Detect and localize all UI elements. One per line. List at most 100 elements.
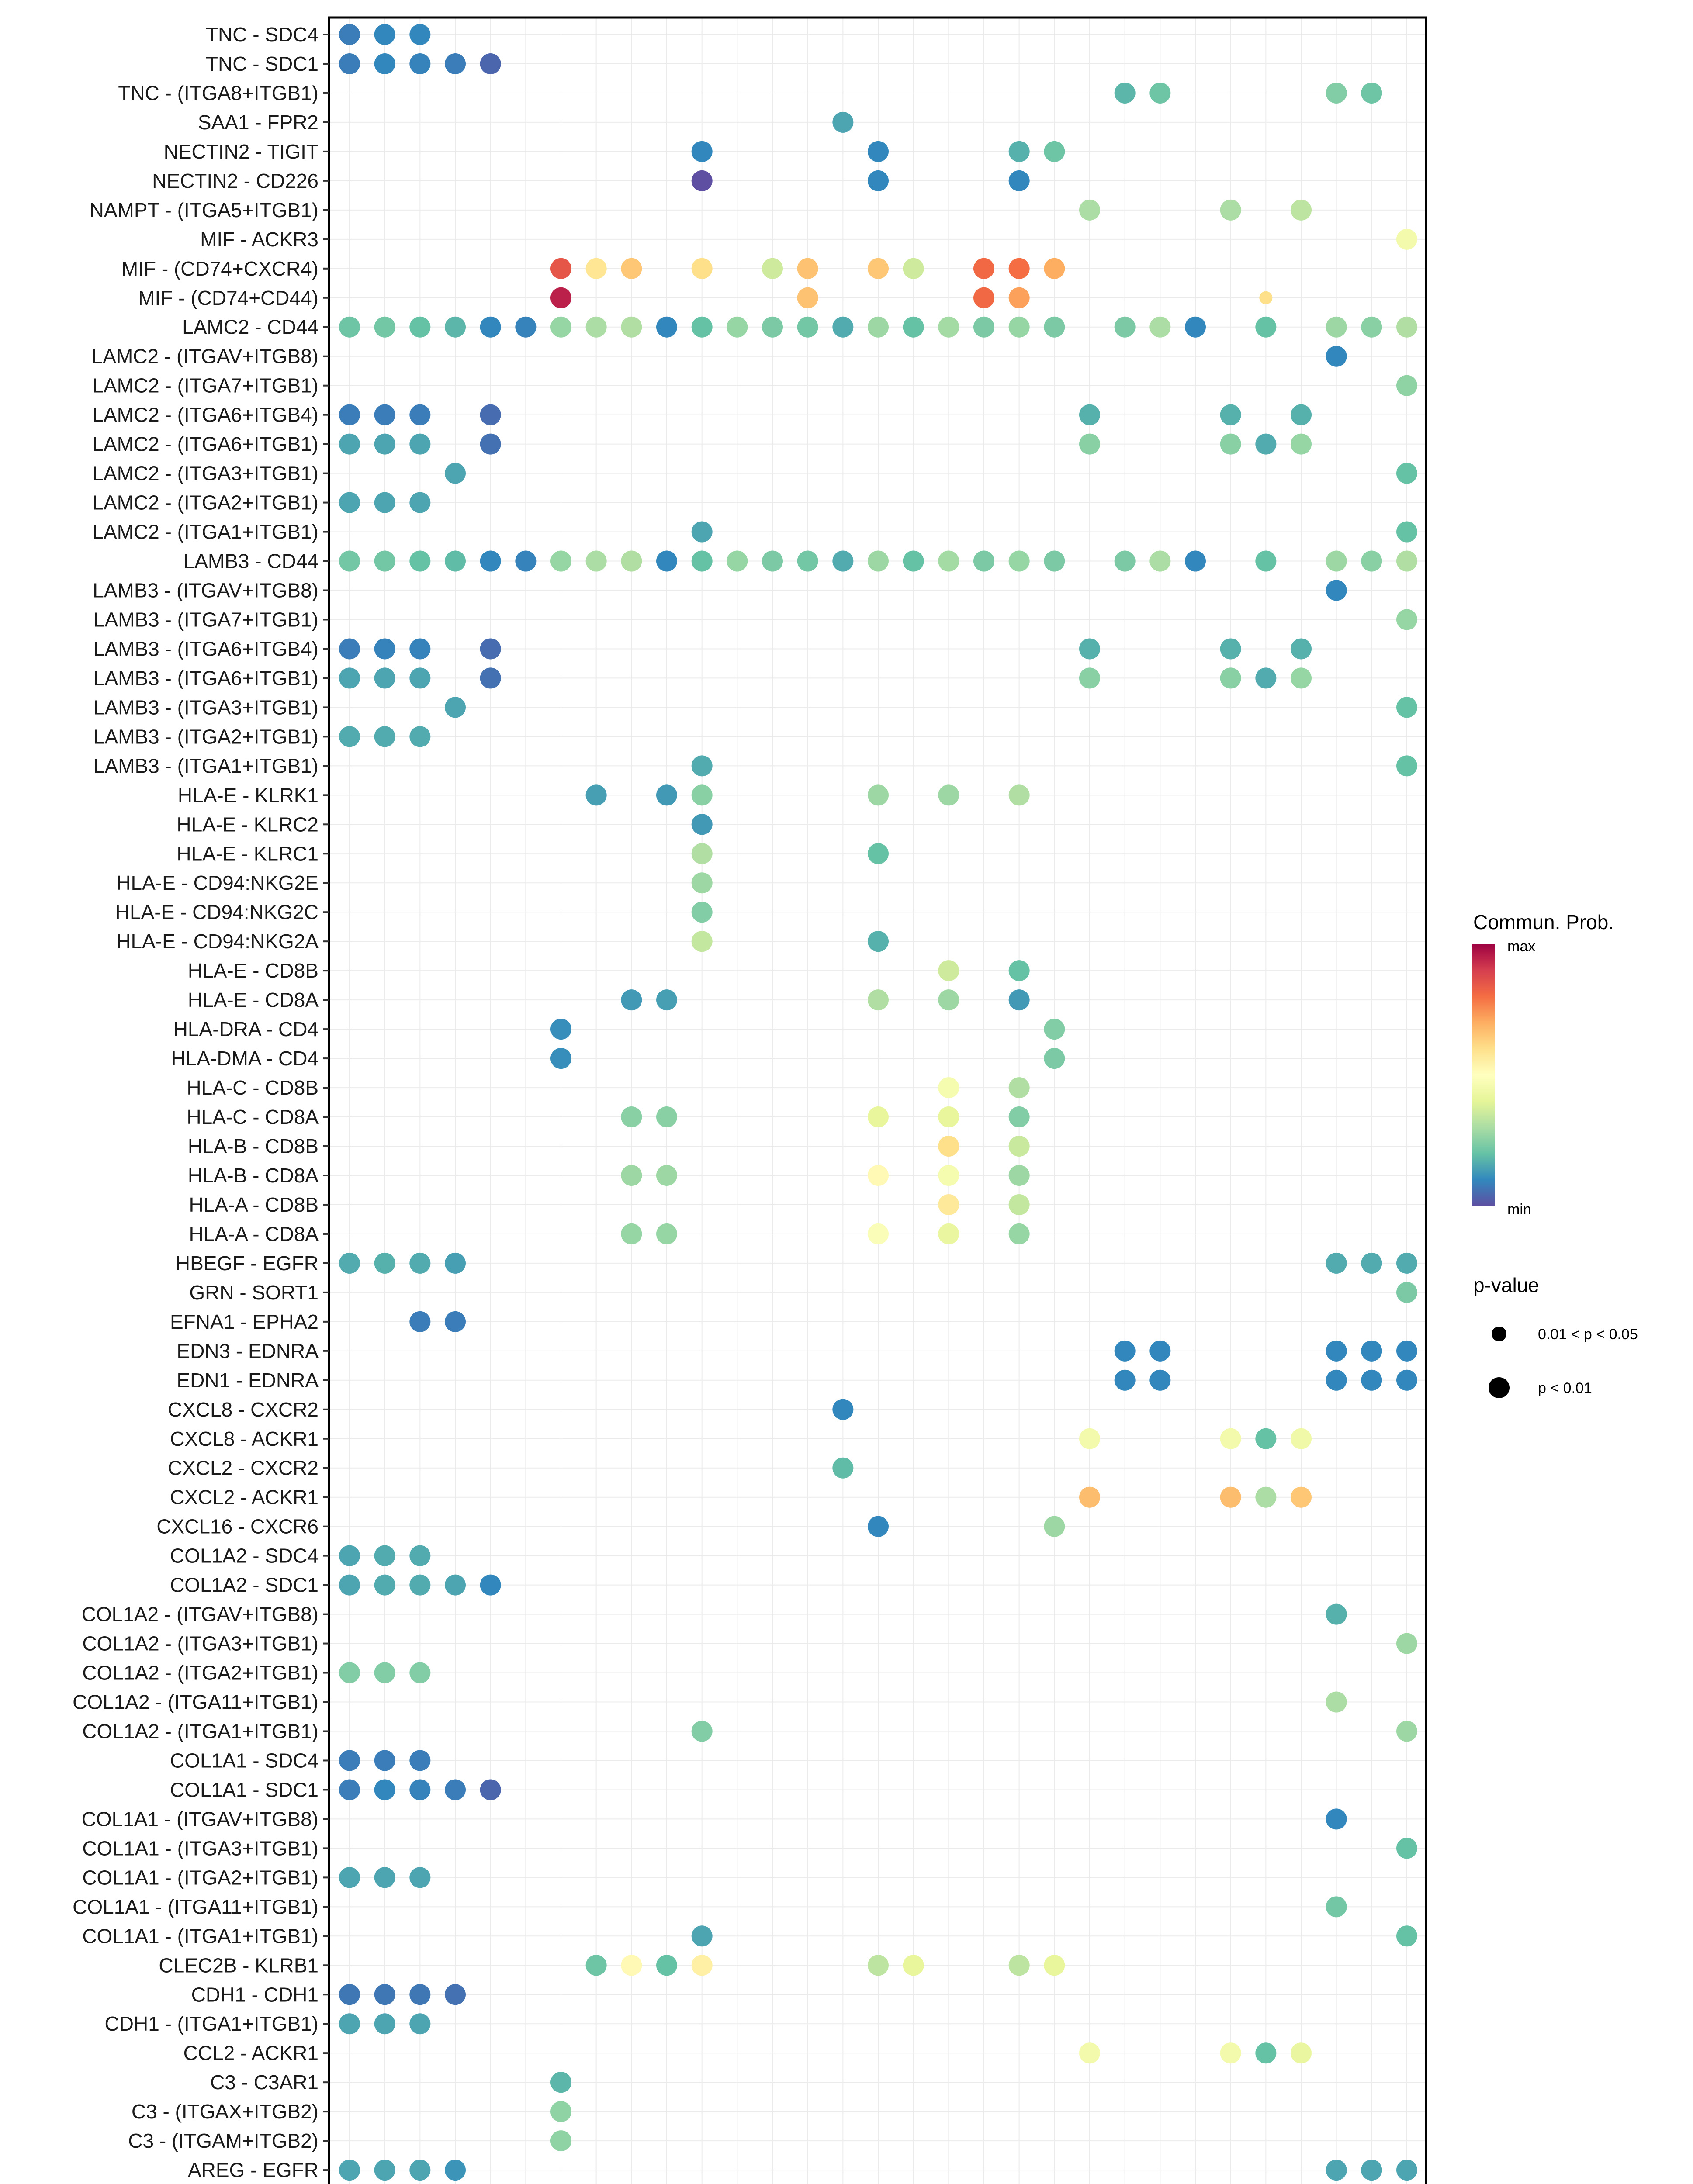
y-tick-label: HBEGF - EGFR	[176, 1252, 319, 1275]
data-point	[374, 316, 395, 338]
data-point	[691, 521, 713, 543]
data-point	[409, 316, 431, 338]
y-tick-label: HLA-A - CD8A	[189, 1223, 319, 1245]
data-point	[868, 141, 889, 162]
data-point	[1396, 463, 1417, 484]
data-point	[1008, 258, 1030, 279]
data-point	[409, 492, 431, 513]
y-tick-label: COL1A2 - (ITGA11+ITGB1)	[73, 1691, 319, 1714]
y-tick-label: COL1A1 - (ITGA3+ITGB1)	[82, 1837, 319, 1859]
y-tick-label: LAMB3 - (ITGAV+ITGB8)	[93, 579, 319, 602]
data-point	[1396, 2160, 1417, 2181]
data-point	[339, 2013, 360, 2035]
data-point	[938, 550, 959, 572]
data-point	[1396, 697, 1417, 718]
data-point	[691, 316, 713, 338]
data-point	[339, 433, 360, 455]
data-point	[409, 1750, 431, 1771]
data-point	[1079, 199, 1100, 221]
y-tick-label: HLA-E - CD94:NKG2C	[115, 901, 319, 923]
data-point	[621, 1955, 642, 1976]
y-tick-label: EDN1 - EDNRA	[177, 1369, 319, 1392]
data-point	[938, 960, 959, 981]
data-point	[832, 1399, 854, 1420]
data-point	[938, 784, 959, 806]
data-point	[550, 2130, 571, 2152]
data-point	[585, 1955, 607, 1976]
data-point	[1259, 291, 1273, 304]
data-point	[1396, 755, 1417, 777]
data-point	[1114, 550, 1136, 572]
y-tick-label: COL1A1 - (ITGAV+ITGB8)	[82, 1807, 319, 1830]
data-point	[1044, 1955, 1065, 1976]
data-point	[374, 404, 395, 425]
y-tick-label: NECTIN2 - TIGIT	[164, 140, 319, 163]
data-point	[656, 784, 677, 806]
data-point	[409, 2013, 431, 2035]
data-point	[1291, 667, 1312, 689]
color-legend-title: Commun. Prob.	[1473, 911, 1614, 933]
data-point	[691, 1721, 713, 1742]
y-tick-label: LAMC2 - (ITGA7+ITGB1)	[92, 374, 319, 397]
data-point	[339, 1750, 360, 1771]
data-point	[1220, 199, 1241, 221]
data-point	[1326, 316, 1347, 338]
data-point	[1291, 638, 1312, 660]
data-point	[832, 111, 854, 133]
data-point	[1044, 1019, 1065, 1040]
data-point	[868, 1106, 889, 1128]
data-point	[1044, 316, 1065, 338]
y-tick-label: HLA-E - KLRK1	[178, 784, 319, 806]
y-tick-label: CXCL2 - CXCR2	[168, 1457, 319, 1479]
data-point	[1255, 2042, 1277, 2064]
data-point	[621, 1165, 642, 1186]
data-point	[1220, 667, 1241, 689]
data-point	[691, 1925, 713, 1947]
y-tick-label: COL1A2 - SDC1	[170, 1574, 319, 1597]
data-point	[1396, 1252, 1417, 1274]
y-tick-label: LAMB3 - (ITGA2+ITGB1)	[93, 725, 319, 748]
data-point	[409, 1984, 431, 2005]
data-point	[480, 53, 501, 74]
y-tick-label: HLA-E - KLRC2	[177, 813, 319, 836]
data-point	[1326, 1252, 1347, 1274]
data-point	[797, 550, 818, 572]
y-tick-label: LAMB3 - (ITGA6+ITGB4)	[93, 637, 319, 660]
data-point	[1079, 2042, 1100, 2064]
data-point	[409, 1779, 431, 1800]
data-point	[550, 258, 571, 279]
data-point	[409, 1662, 431, 1683]
y-tick-label: CXCL8 - CXCR2	[168, 1398, 319, 1421]
data-point	[550, 287, 571, 308]
data-point	[339, 1252, 360, 1274]
data-point	[656, 989, 677, 1011]
data-point	[374, 1252, 395, 1274]
data-point	[1255, 316, 1277, 338]
data-point	[868, 258, 889, 279]
data-point	[339, 404, 360, 425]
data-point	[621, 989, 642, 1011]
data-point	[868, 316, 889, 338]
data-point	[374, 53, 395, 74]
y-tick-label: HLA-E - CD8A	[188, 988, 319, 1011]
y-tick-label: LAMC2 - (ITGA6+ITGB1)	[92, 433, 319, 456]
y-axis: TNC - SDC4 TNC - SDC1 TNC - (ITGA8+ITGB1) S…	[73, 23, 329, 2181]
data-point	[727, 316, 748, 338]
data-point	[868, 931, 889, 952]
data-point	[1291, 404, 1312, 425]
data-point	[409, 1545, 431, 1566]
data-point	[1255, 1428, 1277, 1449]
pvalue-legend-title: p-value	[1473, 1274, 1539, 1296]
data-point	[938, 1077, 959, 1099]
data-point	[1326, 580, 1347, 601]
data-points	[339, 24, 1417, 2181]
data-point	[1396, 1721, 1417, 1742]
data-point	[374, 433, 395, 455]
y-tick-label: LAMB3 - (ITGA3+ITGB1)	[93, 696, 319, 719]
data-point	[515, 550, 537, 572]
data-point	[1255, 667, 1277, 689]
y-tick-label: HLA-DRA - CD4	[173, 1018, 319, 1040]
data-point	[1396, 1369, 1417, 1391]
data-point	[374, 1867, 395, 1888]
data-point	[1114, 1340, 1136, 1362]
